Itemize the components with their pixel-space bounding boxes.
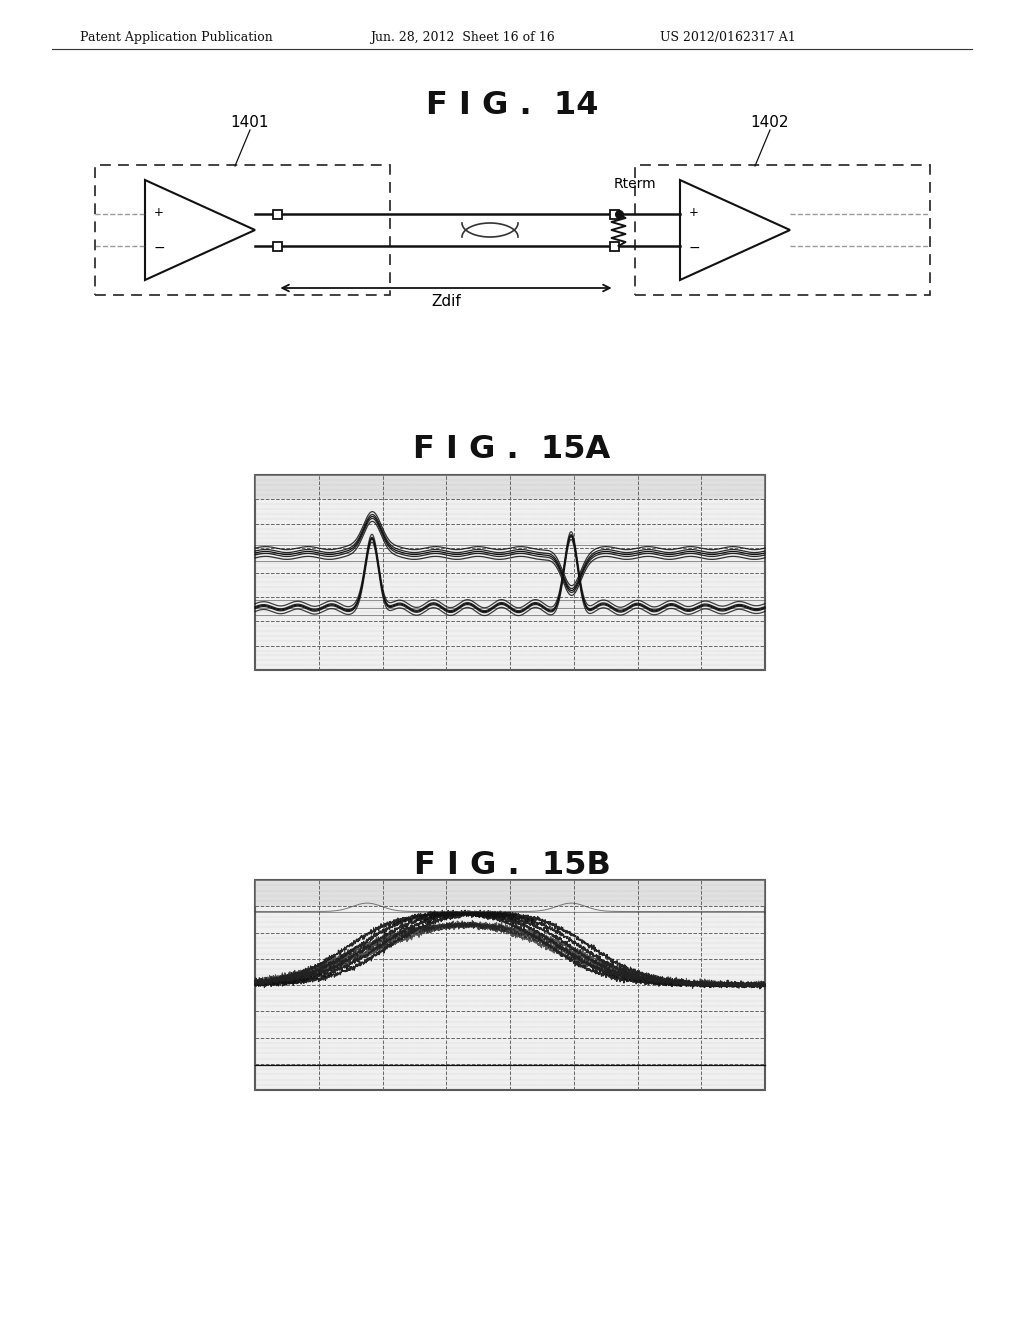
Text: Patent Application Publication: Patent Application Publication [80, 30, 272, 44]
Text: 1401: 1401 [230, 115, 269, 129]
Bar [610, 242, 618, 251]
Text: −: − [688, 242, 699, 255]
Bar [95, 165, 390, 294]
Bar [255, 880, 765, 1090]
Text: US 2012/0162317 A1: US 2012/0162317 A1 [660, 30, 796, 44]
Text: F I G .  15A: F I G . 15A [414, 434, 610, 466]
Bar [255, 475, 765, 671]
Text: Rterm: Rterm [614, 177, 656, 191]
Bar [273, 210, 282, 219]
Bar [635, 165, 930, 294]
Bar [255, 475, 765, 499]
Text: 1402: 1402 [751, 115, 790, 129]
Text: F I G .  15B: F I G . 15B [414, 850, 610, 880]
Bar [610, 210, 618, 219]
Bar [255, 880, 765, 907]
Text: F I G .  14: F I G . 14 [426, 90, 598, 120]
Text: Jun. 28, 2012  Sheet 16 of 16: Jun. 28, 2012 Sheet 16 of 16 [370, 30, 555, 44]
Text: +: + [154, 206, 164, 219]
Text: Zdif: Zdif [431, 294, 461, 309]
Bar [273, 242, 282, 251]
Text: +: + [689, 206, 699, 219]
Text: −: − [154, 242, 165, 255]
